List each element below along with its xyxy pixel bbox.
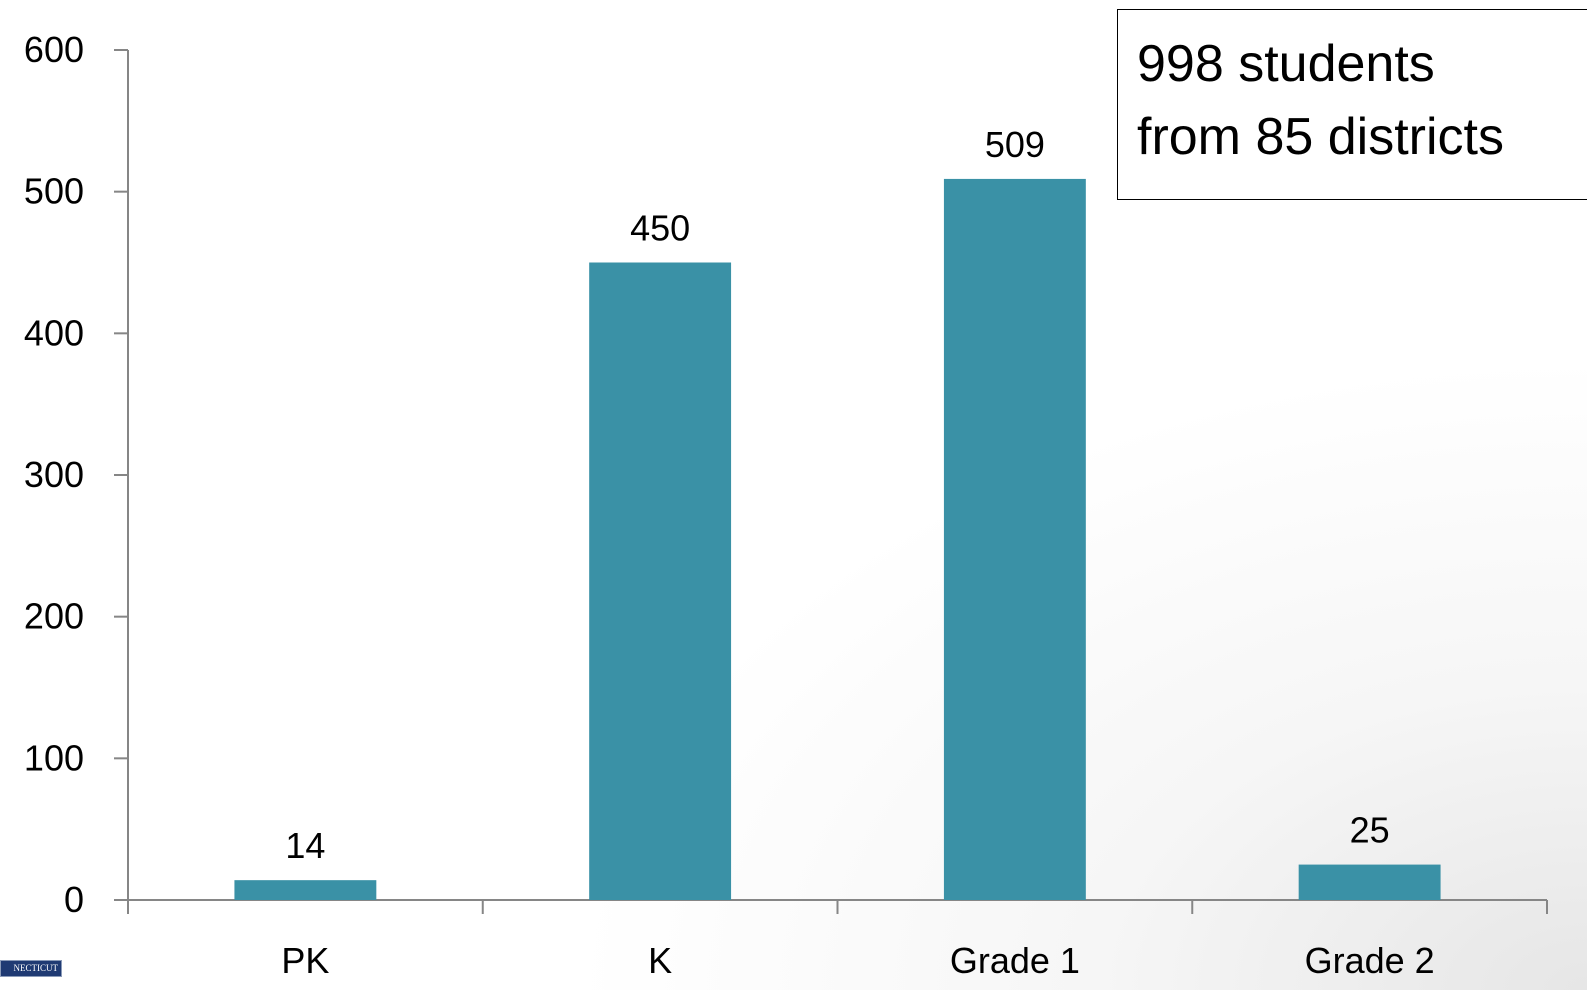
data-label: 450 (630, 208, 690, 249)
annotation-line-1: 998 students (1137, 35, 1435, 93)
bar-k (589, 262, 732, 900)
data-label: 25 (1350, 810, 1390, 851)
y-tick-label: 0 (64, 879, 84, 920)
bar-pk (234, 880, 377, 900)
y-tick-label: 200 (24, 596, 84, 637)
data-label: 509 (985, 124, 1045, 165)
annotation-line-2: from 85 districts (1137, 108, 1504, 166)
connecticut-logo: NECTICUT (0, 960, 62, 977)
bar-grade-1 (943, 178, 1086, 900)
chart-bars (234, 178, 1441, 900)
data-label: 14 (285, 825, 325, 866)
y-tick-label: 400 (24, 312, 84, 353)
x-category-label: K (648, 940, 672, 981)
annotation-box: 998 students from 85 districts (1117, 9, 1587, 200)
y-tick-label: 500 (24, 171, 84, 212)
y-tick-label: 300 (24, 454, 84, 495)
bar-grade-2 (1298, 864, 1441, 900)
x-category-label: PK (281, 940, 329, 981)
x-category-label: Grade 1 (950, 940, 1080, 981)
x-category-label: Grade 2 (1305, 940, 1435, 981)
chart-labels: 0 100 200 300 400 500 600 14 PK 450 K 509 Grade 1 25 G… (24, 29, 1435, 981)
y-tick-label: 100 (24, 737, 84, 778)
y-tick-label: 600 (24, 29, 84, 70)
